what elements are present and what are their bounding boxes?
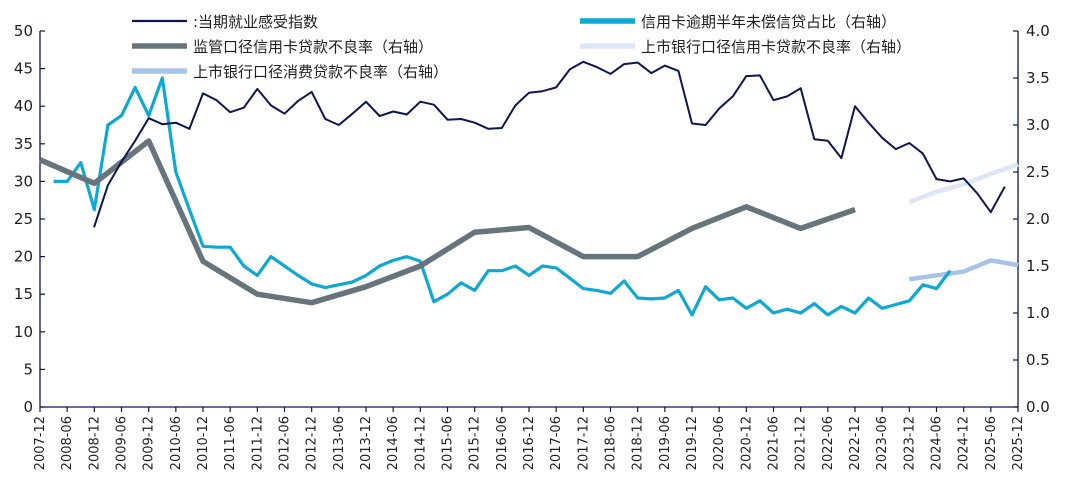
x-tick-label: 2015-06	[441, 416, 456, 470]
legend: :当期就业感受指数 信用卡逾期半年未偿信贷占比（右轴） 监管口径信用卡贷款不良率…	[132, 13, 911, 81]
x-tick-label: 2019-12	[685, 416, 700, 470]
series-line-s2	[53, 76, 952, 317]
x-tick-label: 2007-12	[33, 416, 48, 470]
y-right-tick-label: 3.5	[1026, 69, 1050, 87]
x-tick-label: 2017-12	[576, 416, 591, 470]
x-tick-label: 2014-06	[386, 416, 401, 470]
y-right-tick-label: 0.0	[1026, 398, 1050, 416]
y-right-tick-label: 0.5	[1026, 351, 1050, 369]
y-right-tick-label: 4.0	[1026, 22, 1050, 40]
y-right-tick-label: 2.0	[1026, 210, 1050, 228]
x-tick-label: 2021-12	[794, 416, 809, 470]
y-right-tick-label: 3.0	[1026, 116, 1050, 134]
legend-label-s1: :当期就业感受指数	[193, 13, 318, 31]
legend-label-s2: 信用卡逾期半年未偿信贷占比（右轴）	[641, 13, 896, 31]
x-tick-label: 2012-12	[305, 416, 320, 470]
x-tick-label: 2012-06	[278, 416, 293, 470]
legend-entry-s4: 上市银行口径信用卡贷款不良率（右轴）	[580, 38, 911, 56]
x-tick-label: 2019-06	[658, 416, 673, 470]
legend-entry-s1: :当期就业感受指数	[132, 13, 318, 31]
legend-entry-s2: 信用卡逾期半年未偿信贷占比（右轴）	[580, 13, 896, 31]
x-tick-label: 2009-12	[142, 416, 157, 470]
axes: 0 5 10 15 20 25 30 35 40 45 50 0.0 0.5 1.0 1.5 2.0 2.5 3.…	[14, 22, 1050, 470]
x-tick-label: 2008-12	[87, 416, 102, 470]
x-tick-label: 2022-06	[821, 416, 836, 470]
x-tick-label: 2025-12	[1011, 416, 1026, 470]
x-tick-label: 2013-06	[332, 416, 347, 470]
y-left-tick-label: 35	[14, 135, 33, 153]
x-tick-label: 2018-06	[604, 416, 619, 470]
plot-area	[38, 60, 1019, 317]
x-tick-label: 2023-06	[875, 416, 890, 470]
y-left-tick-label: 20	[14, 248, 33, 266]
legend-entry-s3: 监管口径信用卡贷款不良率（右轴）	[132, 38, 433, 56]
series-line-s1	[93, 60, 1006, 228]
series-line-s5	[908, 258, 1019, 282]
y-left-tick-label: 0	[23, 398, 33, 416]
legend-entry-s5: 上市银行口径消费贷款不良率（右轴）	[132, 63, 448, 81]
y-left-tick-label: 50	[14, 22, 33, 40]
y-right-tick-label: 1.5	[1026, 257, 1050, 275]
y-left-tick-label: 15	[14, 285, 33, 303]
x-tick-label: 2020-12	[739, 416, 754, 470]
x-tick-label: 2024-06	[930, 416, 945, 470]
x-tick-label: 2014-12	[413, 416, 428, 470]
x-tick-label: 2025-06	[984, 416, 999, 470]
y-left-tick-label: 40	[14, 97, 33, 115]
legend-label-s4: 上市银行口径信用卡贷款不良率（右轴）	[641, 38, 911, 56]
y-left-tick-label: 30	[14, 172, 33, 190]
y-right-tick-label: 2.5	[1026, 163, 1050, 181]
x-tick-label: 2016-12	[522, 416, 537, 470]
x-tick-label: 2011-06	[223, 416, 238, 470]
x-tick-label: 2010-12	[196, 416, 211, 470]
legend-label-s3: 监管口径信用卡贷款不良率（右轴）	[193, 38, 433, 56]
x-tick-label: 2021-06	[767, 416, 782, 470]
series-line-s4	[908, 162, 1019, 205]
y-left-tick-label: 5	[23, 360, 33, 378]
x-tick-label: 2024-12	[957, 416, 972, 470]
x-tick-label: 2015-12	[468, 416, 483, 470]
x-tick-label: 2018-12	[631, 416, 646, 470]
y-left-tick-label: 45	[14, 60, 33, 78]
x-tick-label: 2016-06	[495, 416, 510, 470]
x-tick-label: 2022-12	[848, 416, 863, 470]
x-tick-label: 2010-06	[169, 416, 184, 470]
legend-label-s5: 上市银行口径消费贷款不良率（右轴）	[193, 63, 448, 81]
y-right-tick-label: 1.0	[1026, 304, 1050, 322]
x-tick-label: 2008-06	[60, 416, 75, 470]
x-tick-label: 2009-06	[115, 416, 130, 470]
x-tick-label: 2011-12	[250, 416, 265, 470]
x-tick-label: 2017-06	[549, 416, 564, 470]
x-tick-label: 2020-06	[712, 416, 727, 470]
series-line-s3	[38, 138, 856, 306]
y-left-tick-label: 25	[14, 210, 33, 228]
y-left-tick-label: 10	[14, 323, 33, 341]
x-tick-label: 2013-12	[359, 416, 374, 470]
x-tick-label: 2023-12	[902, 416, 917, 470]
